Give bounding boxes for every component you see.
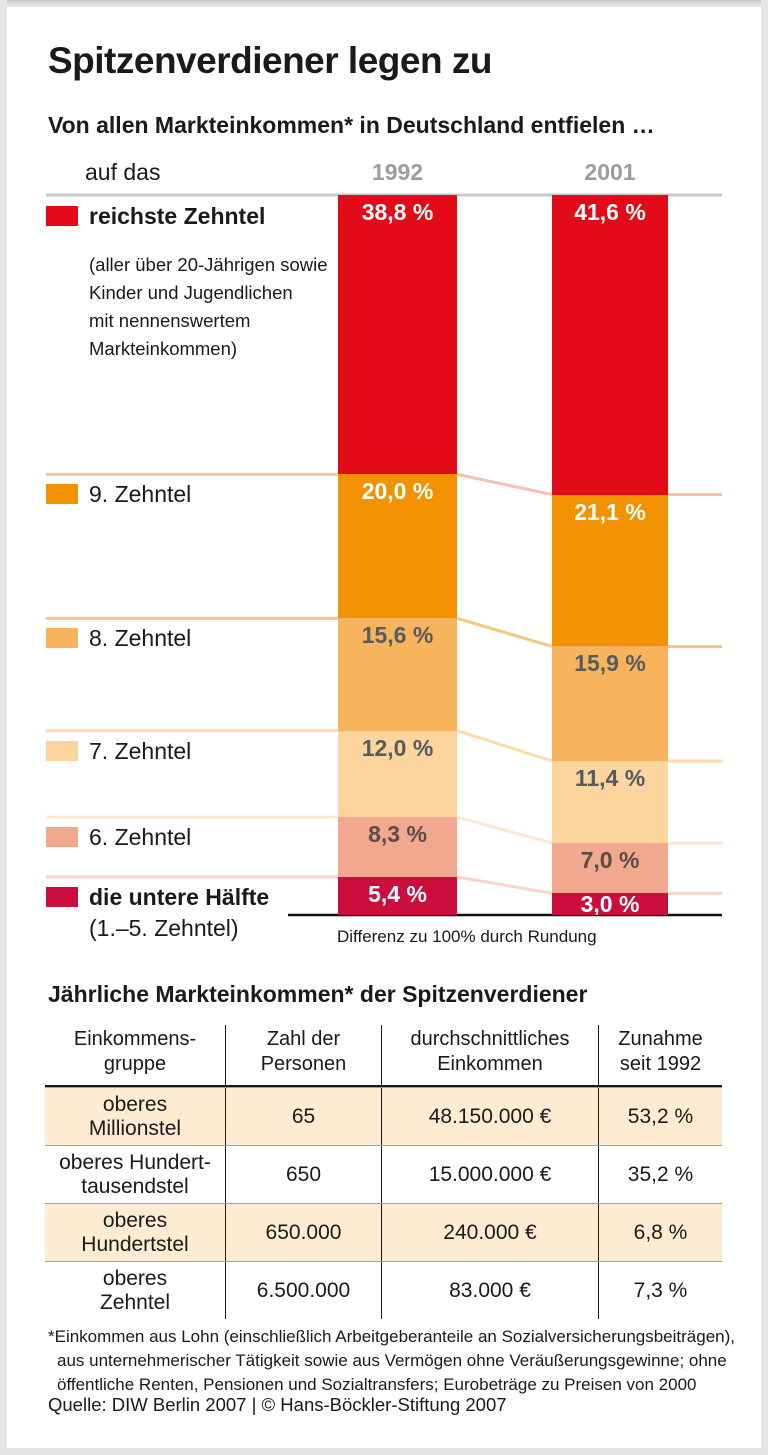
segment-value-label: 11,4 %	[574, 764, 646, 791]
frame-edge-top	[0, 0, 768, 7]
source-line: Quelle: DIW Berlin 2007 | © Hans-Böckler…	[48, 1394, 507, 1415]
legend-item-die-untere-hälfte: die untere Hälfte (1.–5. Zehntel)	[46, 884, 336, 941]
segment-value-label: 5,4 %	[368, 880, 427, 907]
boundary-line-middle	[456, 729, 553, 763]
segment-value-label: 41,6 %	[574, 199, 646, 225]
legend-label: 7. Zehntel	[89, 737, 192, 764]
footnote: *Einkommen aus Lohn (einschließlich Arbe…	[48, 1325, 735, 1397]
cell-increase: 35,2 %	[627, 1162, 694, 1186]
cell-increase: 53,2 %	[627, 1104, 694, 1128]
segment-value-label: 38,8 %	[361, 199, 434, 225]
cell-income: 240.000 €	[382, 1204, 599, 1261]
income-table: Einkommens-gruppe Zahl der Personen durchsc…	[45, 1025, 722, 1319]
legend-item-reichste-zehntel: reichste Zehntel (aller über 20-Jährigen …	[46, 203, 336, 363]
table-row: oberes Zehntel 6.500.000 83.000 € 7,3 %	[45, 1261, 722, 1319]
boundary-line-middle	[456, 875, 553, 895]
rounding-note: Differenz zu 100% durch Rundung	[337, 927, 597, 946]
cell-persons: 65	[226, 1088, 382, 1145]
legend-item-7-zehntel: 7. Zehntel	[46, 738, 336, 764]
legend-item-8-zehntel: 8. Zehntel	[46, 625, 336, 651]
cell-group: oberes Zehntel	[45, 1262, 226, 1319]
frame-edge-bottom	[0, 1448, 768, 1455]
cell-increase: 7,3 %	[633, 1278, 688, 1302]
cell-income: 83.000 €	[382, 1262, 599, 1319]
cell-increase: 6,8 %	[633, 1220, 688, 1244]
legend-swatch	[46, 628, 78, 649]
segment-die-untere-hälfte-2001: 3,0 %	[552, 891, 668, 915]
table-row: oberes Millionstel 65 48.150.000 € 53,2 %	[45, 1087, 722, 1145]
segment-value-label: 8,3 %	[368, 821, 427, 848]
table-row: oberes Hundert-tausendstel 650 15.000.000 …	[45, 1145, 722, 1203]
frame-edge-right	[761, 0, 768, 1455]
legend-label: 6. Zehntel	[89, 824, 192, 851]
segment-value-label: 20,0 %	[361, 478, 434, 505]
segment-value-label: 21,1 %	[574, 498, 646, 525]
segment-reichste-zehntel-1992: 38,8 %	[338, 195, 457, 475]
frame-edge-left	[0, 0, 7, 1455]
table-header-cell: durchschnittliches Einkommen	[382, 1025, 599, 1085]
segment-9-zehntel-1992: 20,0 %	[338, 474, 457, 619]
segment-6-zehntel-1992: 8,3 %	[338, 817, 457, 877]
legend-note: (aller über 20-Jährigen sowie Kinder und …	[89, 254, 328, 359]
column-label-1992: 1992	[371, 159, 424, 185]
cell-group: oberes Hundert-tausendstel	[45, 1146, 226, 1203]
legend-label: die untere Hälfte	[89, 883, 270, 910]
legend-label: reichste Zehntel	[89, 203, 266, 229]
bar-1992: 38,8 % 20,0 % 15,6 % 12,0 % 8,3 % 5,4 %	[338, 195, 457, 915]
segment-value-label: 12,0 %	[361, 734, 434, 761]
segment-9-zehntel-2001: 21,1 %	[552, 494, 668, 647]
segment-value-label: 3,0 %	[580, 891, 640, 915]
cell-group: oberes Hundertstel	[45, 1204, 226, 1261]
legend-label: 8. Zehntel	[89, 625, 192, 652]
segment-value-label: 15,6 %	[361, 622, 434, 649]
cell-income: 48.150.000 €	[382, 1088, 599, 1145]
legend-swatch	[46, 206, 78, 226]
chart-subtitle: Von allen Markteinkommen* in Deutschland…	[48, 112, 655, 138]
page-title: Spitzenverdiener legen zu	[48, 40, 492, 81]
legend-swatch	[46, 740, 78, 761]
chart-row-label: auf das	[85, 159, 161, 185]
segment-7-zehntel-1992: 12,0 %	[338, 730, 457, 818]
table-title: Jährliche Markteinkommen* der Spitzenver…	[48, 981, 588, 1007]
column-label-2001: 2001	[584, 159, 636, 185]
cell-persons: 650.000	[226, 1204, 382, 1261]
legend-swatch	[46, 484, 78, 505]
table-header-cell: Einkommens-gruppe	[45, 1025, 226, 1085]
boundary-line-middle	[456, 616, 553, 648]
footnote-line: öffentliche Renten, Pensionen und Sozial…	[57, 1375, 697, 1394]
legend-item-6-zehntel: 6. Zehntel	[46, 824, 336, 850]
footnote-line: *Einkommen aus Lohn (einschließlich Arbe…	[48, 1327, 735, 1346]
boundary-line-middle	[456, 472, 553, 496]
table-row: oberes Hundertstel 650.000 240.000 € 6,8 %	[45, 1203, 722, 1261]
cell-persons: 650	[226, 1146, 382, 1203]
segment-value-label: 7,0 %	[580, 846, 640, 873]
footnote-line: aus unternehmerischer Tätigkeit sowie au…	[57, 1351, 727, 1370]
segment-reichste-zehntel-2001: 41,6 %	[552, 195, 668, 495]
segment-die-untere-hälfte-1992: 5,4 %	[338, 876, 457, 915]
legend-item-9-zehntel: 9. Zehntel	[46, 481, 336, 507]
segment-6-zehntel-2001: 7,0 %	[552, 842, 668, 894]
legend-swatch	[46, 827, 78, 848]
table-header-cell: Zunahme seit 1992	[618, 1028, 703, 1075]
table-header-row: Einkommens-gruppe Zahl der Personen durchsc…	[45, 1025, 722, 1087]
legend-note: (1.–5. Zehntel)	[89, 914, 239, 941]
segment-8-zehntel-2001: 15,9 %	[552, 646, 668, 761]
segment-8-zehntel-1992: 15,6 %	[338, 618, 457, 731]
cell-persons: 6.500.000	[226, 1262, 382, 1319]
boundary-line-middle	[456, 815, 553, 845]
legend-label: 9. Zehntel	[89, 481, 192, 508]
bar-2001: 41,6 % 21,1 % 15,9 % 11,4 % 7,0 % 3,0 %	[552, 195, 668, 915]
cell-group: oberes Millionstel	[45, 1088, 226, 1145]
legend-swatch	[46, 886, 78, 907]
table-header-cell: Zahl der Personen	[226, 1025, 382, 1085]
segment-value-label: 15,9 %	[574, 650, 646, 677]
segment-7-zehntel-2001: 11,4 %	[552, 760, 668, 843]
cell-income: 15.000.000 €	[382, 1146, 599, 1203]
